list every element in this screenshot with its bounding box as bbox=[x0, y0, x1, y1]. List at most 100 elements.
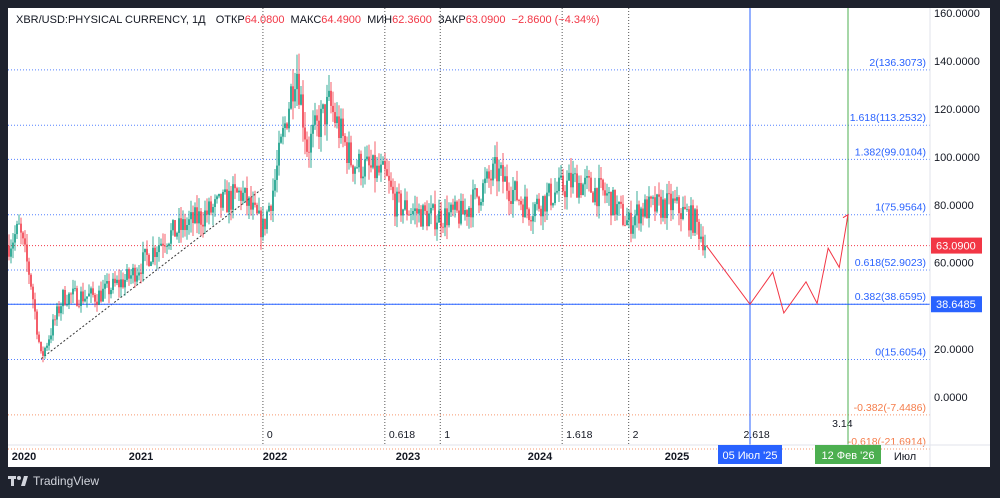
candle bbox=[242, 180, 244, 205]
legend-header: XBR/USD:PHYSICAL CURRENCY, 1Д ОТКР64.080… bbox=[16, 14, 603, 26]
candle bbox=[524, 184, 526, 218]
candle-body bbox=[446, 208, 448, 226]
candle bbox=[546, 182, 548, 221]
candle-body bbox=[212, 207, 214, 213]
fib-level-label: 0.618(52.9023) bbox=[855, 257, 926, 269]
candle-body bbox=[224, 189, 226, 193]
candle bbox=[394, 181, 396, 226]
candle bbox=[60, 302, 62, 321]
candle-body bbox=[642, 208, 644, 217]
tradingview-logo[interactable]: TradingView bbox=[8, 474, 99, 488]
candle bbox=[182, 210, 184, 238]
candle bbox=[426, 200, 428, 231]
candle bbox=[156, 246, 158, 270]
candle bbox=[412, 203, 414, 221]
candle-body bbox=[658, 194, 660, 197]
candle-body bbox=[360, 153, 362, 179]
candle-body bbox=[358, 153, 360, 168]
candle-body bbox=[520, 200, 522, 205]
candle bbox=[132, 263, 134, 284]
candle bbox=[224, 179, 226, 195]
candle-body bbox=[704, 246, 706, 251]
candle-body bbox=[348, 142, 350, 163]
candle-body bbox=[20, 223, 22, 233]
candle bbox=[54, 315, 56, 326]
candle-body bbox=[344, 135, 346, 143]
candle-body bbox=[226, 189, 228, 213]
candle-body bbox=[116, 279, 118, 284]
candle bbox=[478, 195, 480, 214]
candle bbox=[398, 183, 400, 203]
candle-body bbox=[672, 198, 674, 211]
candle bbox=[174, 220, 176, 237]
candle bbox=[326, 84, 328, 141]
candle-body bbox=[558, 177, 560, 192]
candle bbox=[362, 166, 364, 188]
fib-time-zone-label: 2 bbox=[633, 429, 639, 441]
candle-body bbox=[374, 155, 376, 179]
candle bbox=[104, 274, 106, 299]
candle bbox=[392, 178, 394, 201]
candle bbox=[66, 294, 68, 307]
candle bbox=[222, 189, 224, 211]
candle bbox=[310, 125, 312, 168]
candle-body bbox=[72, 288, 74, 295]
candle bbox=[562, 168, 564, 196]
candle bbox=[272, 178, 274, 222]
candle-body bbox=[490, 178, 492, 181]
candle bbox=[134, 264, 136, 288]
candle-body bbox=[24, 238, 26, 245]
candle-body bbox=[124, 279, 126, 288]
candle bbox=[408, 210, 410, 216]
trend-line bbox=[40, 187, 264, 359]
candle bbox=[118, 269, 120, 298]
candle bbox=[196, 195, 198, 234]
symbol-label[interactable]: XBR/USD:PHYSICAL CURRENCY, 1Д bbox=[16, 14, 206, 26]
candle-body bbox=[90, 288, 92, 294]
candle bbox=[484, 167, 486, 194]
candle-body bbox=[12, 242, 14, 249]
candle bbox=[606, 183, 608, 204]
price-chart[interactable]: 2(136.3073) 1.618(113.2532) 1.382(99.0104)… bbox=[8, 8, 990, 467]
candle-body bbox=[628, 212, 630, 221]
candle-body bbox=[170, 230, 172, 244]
price-tick-label: 120.0000 bbox=[934, 104, 980, 116]
candle-body bbox=[436, 222, 438, 230]
candle bbox=[590, 171, 592, 193]
candle-body bbox=[54, 319, 56, 321]
candle bbox=[190, 200, 192, 233]
candle bbox=[654, 186, 656, 221]
candle-body bbox=[464, 210, 466, 215]
candle-body bbox=[60, 306, 62, 314]
candle bbox=[100, 281, 102, 303]
candle-body bbox=[606, 193, 608, 196]
candle-body bbox=[120, 279, 122, 288]
candle-body bbox=[300, 94, 302, 105]
candle-body bbox=[404, 200, 406, 210]
candle-body bbox=[176, 232, 178, 237]
candle bbox=[468, 206, 470, 229]
candle-body bbox=[146, 248, 148, 255]
candle bbox=[388, 160, 390, 194]
candle bbox=[450, 202, 452, 218]
candle bbox=[92, 281, 94, 298]
candle bbox=[618, 201, 620, 216]
candle-body bbox=[696, 209, 698, 222]
candle bbox=[644, 194, 646, 219]
candle-body bbox=[46, 345, 48, 348]
candle bbox=[498, 159, 500, 192]
candle-body bbox=[414, 208, 416, 212]
candle bbox=[628, 209, 630, 229]
chart-panel[interactable]: 2(136.3073) 1.618(113.2532) 1.382(99.0104)… bbox=[8, 8, 990, 467]
candle-body bbox=[284, 123, 286, 129]
candle-body bbox=[580, 183, 582, 196]
candle bbox=[316, 109, 318, 137]
candle bbox=[276, 149, 278, 193]
candle-body bbox=[426, 210, 428, 227]
candle bbox=[358, 149, 360, 173]
candle-body bbox=[428, 213, 430, 227]
candle bbox=[342, 108, 344, 148]
candle-body bbox=[30, 274, 32, 287]
candle-body bbox=[608, 191, 610, 194]
open-label: ОТКР bbox=[215, 14, 245, 26]
